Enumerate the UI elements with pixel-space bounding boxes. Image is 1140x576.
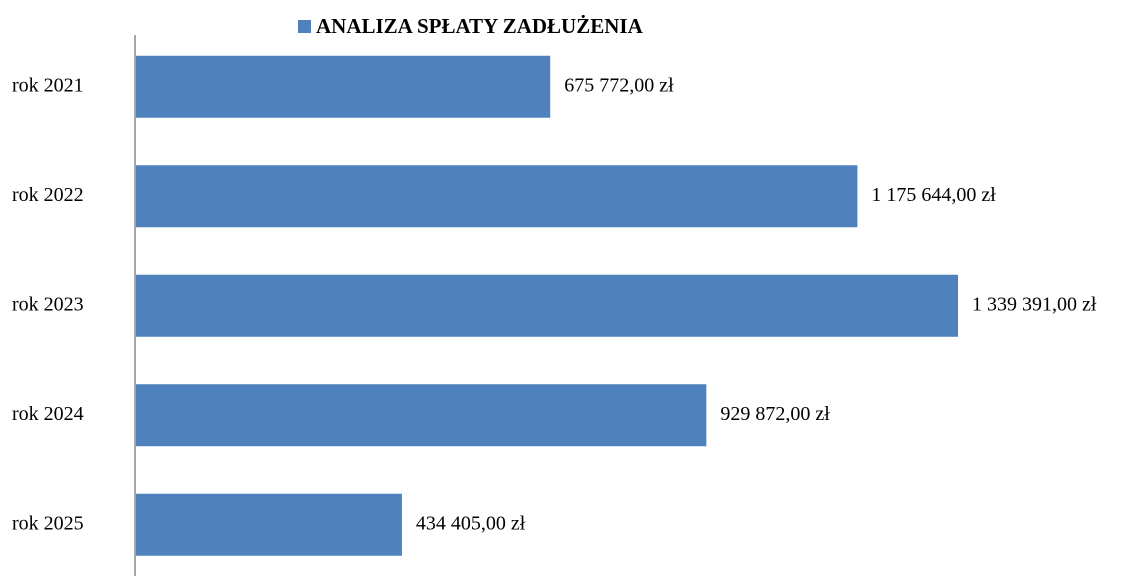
y-tick-label: rok 2024 — [12, 403, 84, 425]
bar — [136, 493, 402, 556]
y-tick-label: rok 2023 — [12, 293, 84, 315]
data-label: 929 872,00 zł — [720, 403, 830, 425]
legend-swatch — [298, 20, 311, 33]
data-label: 675 772,00 zł — [564, 74, 674, 96]
data-label: 1 175 644,00 zł — [871, 184, 996, 206]
y-tick-label: rok 2021 — [12, 74, 84, 96]
legend-label: ANALIZA SPŁATY ZADŁUŻENIA — [316, 14, 644, 38]
bar — [136, 55, 551, 118]
bar — [136, 384, 707, 447]
data-label: 1 339 391,00 zł — [972, 293, 1097, 315]
bar — [136, 165, 858, 228]
y-tick-label: rok 2025 — [12, 512, 84, 534]
y-tick-label: rok 2022 — [12, 184, 84, 206]
bar — [136, 274, 958, 337]
data-label: 434 405,00 zł — [416, 512, 526, 534]
